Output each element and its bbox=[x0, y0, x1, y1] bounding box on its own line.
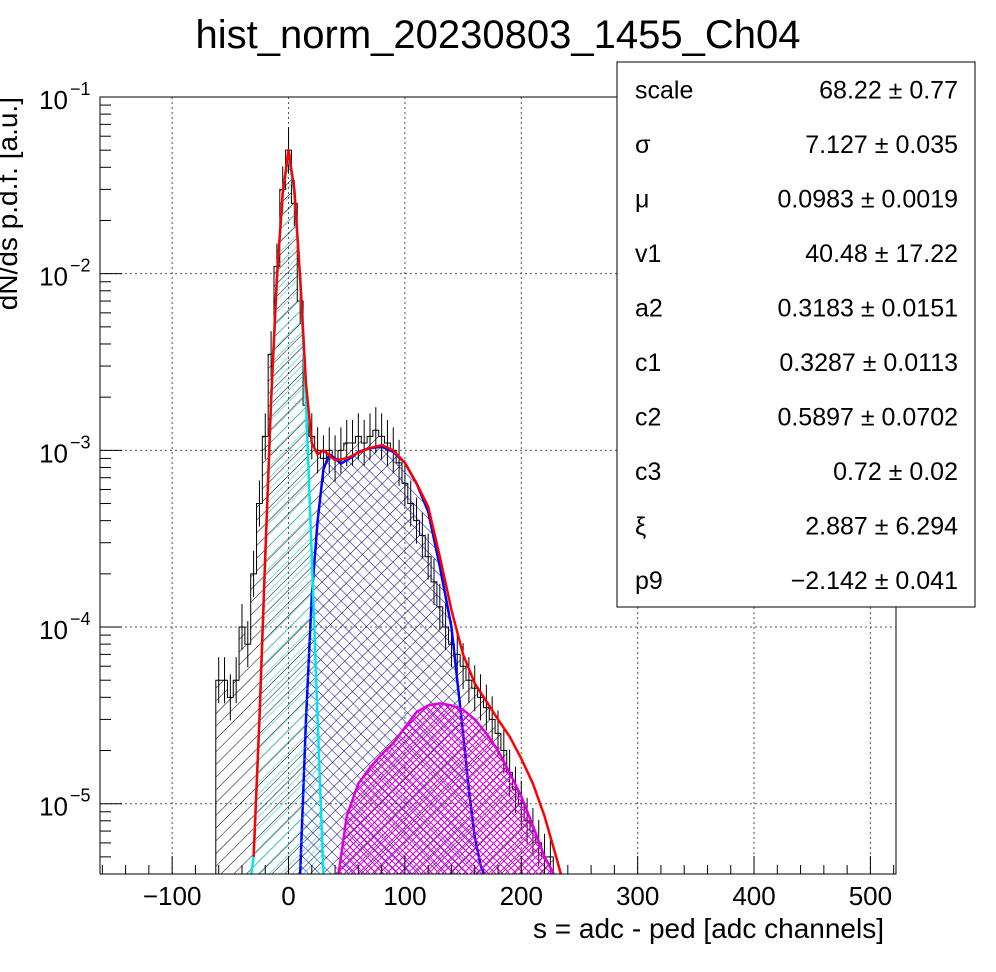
histogram-bin-marker bbox=[479, 696, 482, 699]
stat-value: 0.72 ± 0.02 bbox=[833, 458, 958, 486]
y-tick-label: 10 bbox=[39, 262, 68, 292]
histogram-bin-marker bbox=[375, 429, 377, 432]
stat-value: 2.887 ± 6.294 bbox=[805, 512, 958, 540]
x-tick-label: 200 bbox=[500, 881, 543, 911]
stat-value: 0.0983 ± 0.0019 bbox=[777, 185, 958, 213]
histogram-bin-marker bbox=[328, 449, 331, 452]
y-tick-exponent: −3 bbox=[70, 432, 91, 452]
histogram-bin-marker bbox=[246, 643, 249, 645]
histogram-bin-marker bbox=[473, 687, 476, 690]
y-tick-label: 10 bbox=[39, 438, 68, 468]
histogram-bin-marker bbox=[485, 706, 488, 709]
stat-value: −2.142 ± 0.041 bbox=[791, 567, 958, 595]
histogram-bin-marker bbox=[241, 626, 243, 628]
y-tick-exponent: −2 bbox=[70, 256, 91, 276]
histogram-bin-marker bbox=[549, 856, 552, 858]
x-tick-label: 400 bbox=[732, 881, 775, 911]
y-axis: 10−110−210−310−410−5 bbox=[39, 79, 122, 875]
histogram-bin-marker bbox=[369, 435, 371, 438]
stat-name: μ bbox=[635, 185, 649, 213]
histogram-bin-marker bbox=[380, 435, 383, 438]
histogram-bin-marker bbox=[258, 502, 261, 505]
x-tick-label: 500 bbox=[849, 881, 892, 911]
histogram-bin-marker bbox=[340, 449, 342, 452]
y-tick-label: 10 bbox=[39, 792, 68, 822]
stat-value: 0.3183 ± 0.0151 bbox=[777, 294, 958, 322]
stat-name: scale bbox=[635, 76, 693, 104]
y-tick-exponent: −5 bbox=[70, 786, 91, 806]
stat-name: c2 bbox=[635, 403, 661, 431]
stat-value: 7.127 ± 0.035 bbox=[805, 131, 958, 159]
plot-area bbox=[215, 127, 563, 874]
pedestal-component-area bbox=[251, 153, 324, 874]
stat-value: 0.5897 ± 0.0702 bbox=[777, 403, 958, 431]
histogram-bin-marker bbox=[252, 573, 255, 575]
histogram-bin-marker bbox=[217, 679, 220, 682]
stat-name: a2 bbox=[635, 294, 663, 322]
stat-value: 40.48 ± 17.22 bbox=[805, 240, 958, 268]
histogram-bin-marker bbox=[322, 457, 325, 460]
histogram-bin-marker bbox=[357, 435, 360, 438]
stat-value: 0.3287 ± 0.0113 bbox=[779, 349, 958, 377]
fit-statistics-box: scale 68.22 ± 0.77 σ 7.127 ± 0.035 μ 0.0983 ±… bbox=[616, 61, 976, 608]
histogram-bin-marker bbox=[264, 435, 267, 438]
histogram-bin-marker bbox=[235, 679, 237, 682]
histogram-bin-marker bbox=[345, 442, 348, 444]
x-tick-label: 100 bbox=[383, 881, 426, 911]
histogram-bin-marker bbox=[316, 449, 319, 452]
y-tick-exponent: −4 bbox=[70, 609, 91, 629]
chart-title: hist_norm_20230803_1455_Ch04 bbox=[196, 13, 801, 57]
x-axis: −100 0 100 200 300 400 500 bbox=[101, 856, 895, 911]
stat-value: 68.22 ± 0.77 bbox=[819, 76, 958, 104]
histogram-bin-marker bbox=[456, 653, 459, 656]
histogram-bin-marker bbox=[503, 749, 505, 752]
histogram-bin-marker bbox=[497, 732, 499, 735]
x-tick-label: −100 bbox=[143, 881, 202, 911]
x-tick-label: 0 bbox=[281, 881, 295, 911]
histogram-bin-marker bbox=[386, 442, 389, 444]
total-fit-curve bbox=[252, 148, 563, 874]
y-tick-label: 10 bbox=[39, 615, 68, 645]
multi-pe-component-area bbox=[338, 703, 554, 874]
stat-name: ξ bbox=[635, 512, 646, 540]
y-axis-title: dN/ds p.d.f. [a.u.] bbox=[0, 97, 23, 310]
histogram-bin-marker bbox=[363, 442, 365, 444]
stat-name: v1 bbox=[635, 240, 661, 268]
histogram-bin-marker bbox=[229, 696, 232, 699]
histogram-bin-marker bbox=[351, 442, 354, 444]
stat-name: p9 bbox=[635, 567, 663, 595]
stats-box-frame bbox=[616, 61, 976, 608]
stat-name: c1 bbox=[635, 349, 661, 377]
stat-name: σ bbox=[635, 131, 651, 159]
multi-pe-component-curve bbox=[337, 702, 555, 874]
y-tick-exponent: −1 bbox=[70, 79, 91, 99]
histogram-bin-marker bbox=[462, 665, 464, 668]
x-tick-label: 300 bbox=[616, 881, 659, 911]
stat-name: c3 bbox=[635, 458, 661, 486]
y-tick-label: 10 bbox=[39, 85, 68, 115]
histogram-bin-marker bbox=[491, 718, 493, 721]
x-axis-title: s = adc - ped [adc channels] bbox=[533, 913, 884, 944]
histogram-bin-marker bbox=[270, 353, 272, 356]
histogram-bin-marker bbox=[223, 679, 226, 682]
histogram-bin-marker bbox=[468, 679, 470, 682]
